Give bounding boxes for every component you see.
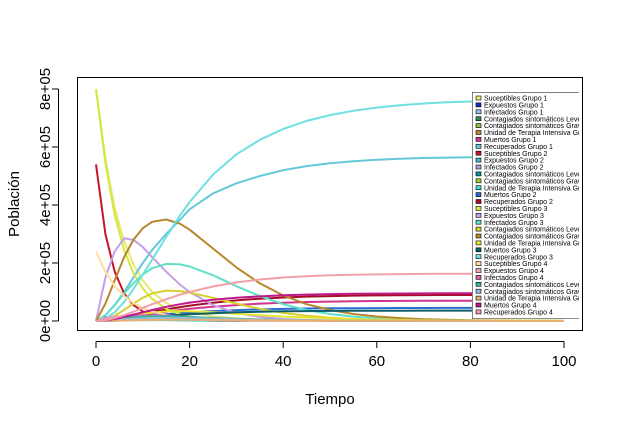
legend-label: Muertos Grupo 2 <box>484 192 537 199</box>
y-tick-label: 0e+00 <box>37 300 54 342</box>
legend-label: Unidad de Terapia Intensiva Grupo 4 <box>484 296 598 303</box>
series-line-32 <box>95 272 564 322</box>
x-tick-label: 20 <box>181 353 198 370</box>
legend-swatch <box>475 268 482 273</box>
legend-swatch <box>475 219 482 225</box>
legend-swatch <box>475 150 482 156</box>
legend-label: Infectados Grupo 2 <box>484 165 544 172</box>
y-tick-label: 6e+05 <box>37 126 54 168</box>
legend-label: Expuestos Grupo 3 <box>484 213 544 220</box>
legend-label: Suceptibles Grupo 4 <box>484 261 548 268</box>
legend-swatch <box>475 275 482 280</box>
y-axis-title: Población <box>6 171 23 237</box>
legend-label: Recuperados Grupo 2 <box>484 199 553 206</box>
series-lines <box>95 88 565 322</box>
legend-swatch <box>475 102 482 108</box>
legend-label: Contagiados sintomáticos Leves Grupo 2 <box>484 172 612 179</box>
legend-label: Expuestos Grupo 4 <box>484 268 544 275</box>
legend-label: Contagiados sintomáticos Graves Grupo 4 <box>484 289 616 296</box>
series-line-31 <box>95 292 564 322</box>
legend-swatch <box>475 178 482 184</box>
legend-box <box>472 92 579 319</box>
legend-label: Contagiados sintomáticos Leves Grupo 1 <box>484 116 612 123</box>
legend-label: Muertos Grupo 4 <box>484 303 537 310</box>
legend-label: Muertos Grupo 1 <box>484 137 537 144</box>
legend-swatch <box>475 116 482 121</box>
legend-swatch <box>475 192 482 197</box>
legend-label: Infectados Grupo 4 <box>484 275 544 282</box>
y-tick-label: 2e+05 <box>37 242 54 284</box>
legend-swatch <box>475 240 482 246</box>
x-axis-title: Tiempo <box>305 391 354 408</box>
legend-label: Contagiados sintomáticos Leves Grupo 3 <box>484 227 612 234</box>
legend-swatch <box>475 109 482 115</box>
legend-label: Contagiados sintomáticos Graves Grupo 1 <box>484 123 616 130</box>
series-line-30 <box>95 318 564 322</box>
legend-label: Suceptibles Grupo 2 <box>484 151 548 158</box>
legend-swatch <box>475 171 482 177</box>
legend-swatch <box>475 247 482 253</box>
x-tick-label: 0 <box>92 353 100 370</box>
legend-label: Expuestos Grupo 2 <box>484 158 544 165</box>
series-line-24 <box>95 99 565 322</box>
legend-label: Contagiados sintomáticos Graves Grupo 2 <box>484 178 616 185</box>
legend-label: Unidad de Terapia Intensiva Grupo 1 <box>484 130 598 137</box>
legend-swatch <box>475 261 482 266</box>
legend-swatch <box>475 254 482 259</box>
legend-label: Unidad de Terapia Intensiva Grupo 3 <box>484 241 598 248</box>
y-tick-label: 4e+05 <box>37 184 54 226</box>
legend-swatch <box>475 164 482 170</box>
legend-swatch <box>475 157 482 163</box>
legend-swatch <box>475 288 482 294</box>
legend-label: Muertos Grupo 3 <box>484 247 537 254</box>
legend-label: Recuperados Grupo 3 <box>484 254 553 261</box>
legend-label: Contagiados sintomáticos Leves Grupo 4 <box>484 282 612 289</box>
y-axis: 0e+00 2e+05 4e+05 6e+05 8e+05 <box>37 68 59 342</box>
x-tick-label: 60 <box>368 353 385 370</box>
x-tick-label: 80 <box>462 353 479 370</box>
legend-swatch <box>475 233 482 239</box>
legend-swatch <box>475 137 482 142</box>
legend-label: Infectados Grupo 3 <box>484 220 544 227</box>
legend-label: Expuestos Grupo 1 <box>484 103 544 110</box>
y-tick-label: 8e+05 <box>37 68 54 110</box>
legend-swatch <box>475 95 482 101</box>
x-tick-label: 100 <box>551 353 576 370</box>
legend-swatch <box>475 199 482 204</box>
legend-swatch <box>475 226 482 232</box>
plot-frame <box>77 77 583 331</box>
legend-label: Infectados Grupo 1 <box>484 109 544 116</box>
legend-label: Contagiados sintomáticos Graves Grupo 3 <box>484 234 616 241</box>
legend-swatch <box>475 309 482 315</box>
legend-label: Recuperados Grupo 4 <box>484 310 553 317</box>
x-tick-label: 40 <box>275 353 292 370</box>
legend-swatch <box>475 123 482 128</box>
legend-swatch <box>475 302 482 308</box>
x-axis: 0 20 40 60 80 100 <box>92 341 577 370</box>
legend-label: Unidad de Terapia Intensiva Grupo 2 <box>484 185 598 192</box>
legend-swatch <box>475 206 482 211</box>
legend-swatch <box>475 144 482 149</box>
legend-swatch <box>475 185 482 190</box>
legend-swatch <box>475 281 482 287</box>
legend-label: Recuperados Grupo 1 <box>484 144 553 151</box>
legend-swatch <box>475 130 482 135</box>
legend-swatch <box>475 213 482 218</box>
legend-swatch <box>475 295 482 301</box>
legend-label: Suceptibles Grupo 3 <box>484 206 548 213</box>
legend-label: Suceptibles Grupo 1 <box>484 96 548 103</box>
